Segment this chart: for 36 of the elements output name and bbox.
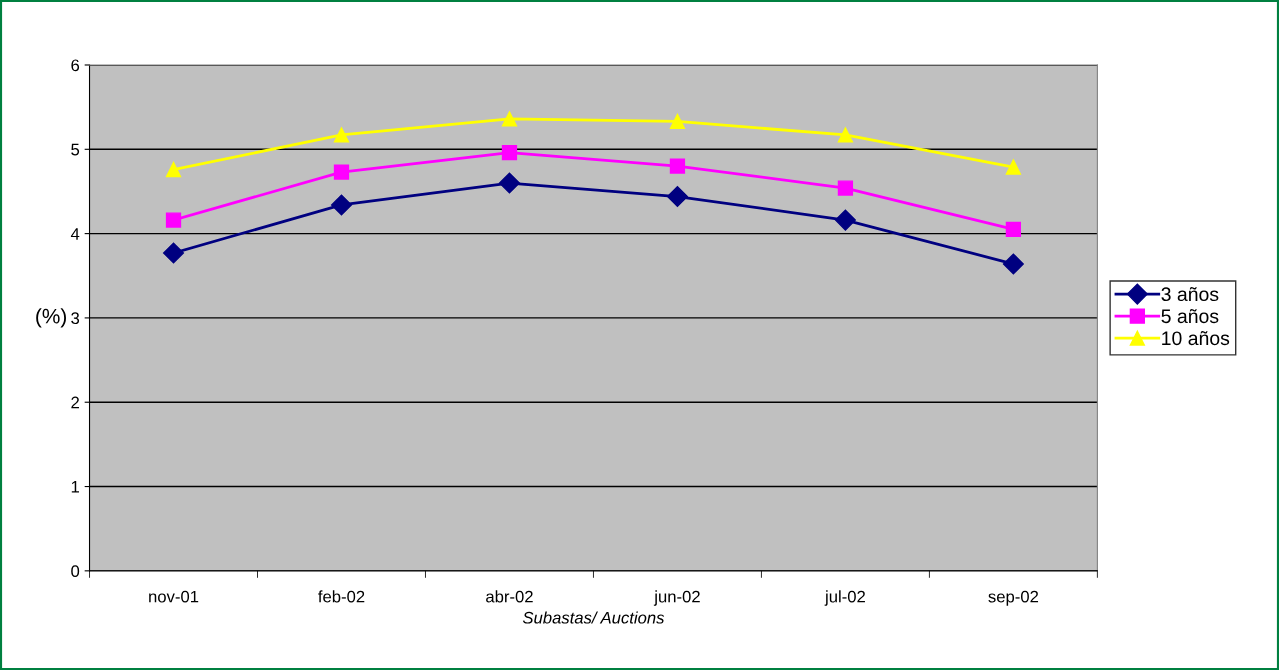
point (501, 111, 518, 127)
y-tick-label: 4 (70, 228, 80, 240)
point (163, 242, 185, 264)
point (333, 164, 350, 180)
point (498, 172, 520, 194)
x-tick-label: abr-02 (486, 590, 533, 603)
y-axis-title: (%) (36, 308, 66, 328)
legend-label: 5 años (1161, 308, 1219, 324)
x-tick-label: jun-02 (653, 590, 700, 606)
x-tick-label: nov-01 (149, 590, 199, 603)
point (333, 127, 350, 143)
point (1005, 221, 1022, 238)
point (837, 180, 854, 196)
y-tick-label: 6 (71, 59, 80, 72)
point (669, 113, 686, 130)
point (165, 161, 182, 178)
legend-label: 10 años (1162, 331, 1230, 346)
point (834, 209, 856, 231)
y-tick-label: 5 (71, 143, 80, 156)
legend-label: 3 años (1161, 286, 1219, 302)
x-axis-title: Subastas/ Auctions (522, 611, 665, 624)
x-tick-label: jul-02 (824, 590, 865, 606)
point (837, 127, 854, 143)
y-tick-label: 3 (71, 312, 80, 325)
y-tick-label: 2 (71, 396, 79, 409)
x-tick-label: sep-02 (988, 590, 1039, 606)
point (165, 212, 182, 228)
point (501, 145, 518, 161)
point (1005, 159, 1022, 175)
y-tick-label: 0 (71, 565, 80, 578)
point (669, 158, 686, 174)
point (1002, 253, 1024, 275)
y-tick-label: 1 (71, 481, 79, 493)
point (330, 194, 353, 216)
x-tick-label: feb-02 (318, 590, 365, 603)
point (666, 185, 688, 208)
